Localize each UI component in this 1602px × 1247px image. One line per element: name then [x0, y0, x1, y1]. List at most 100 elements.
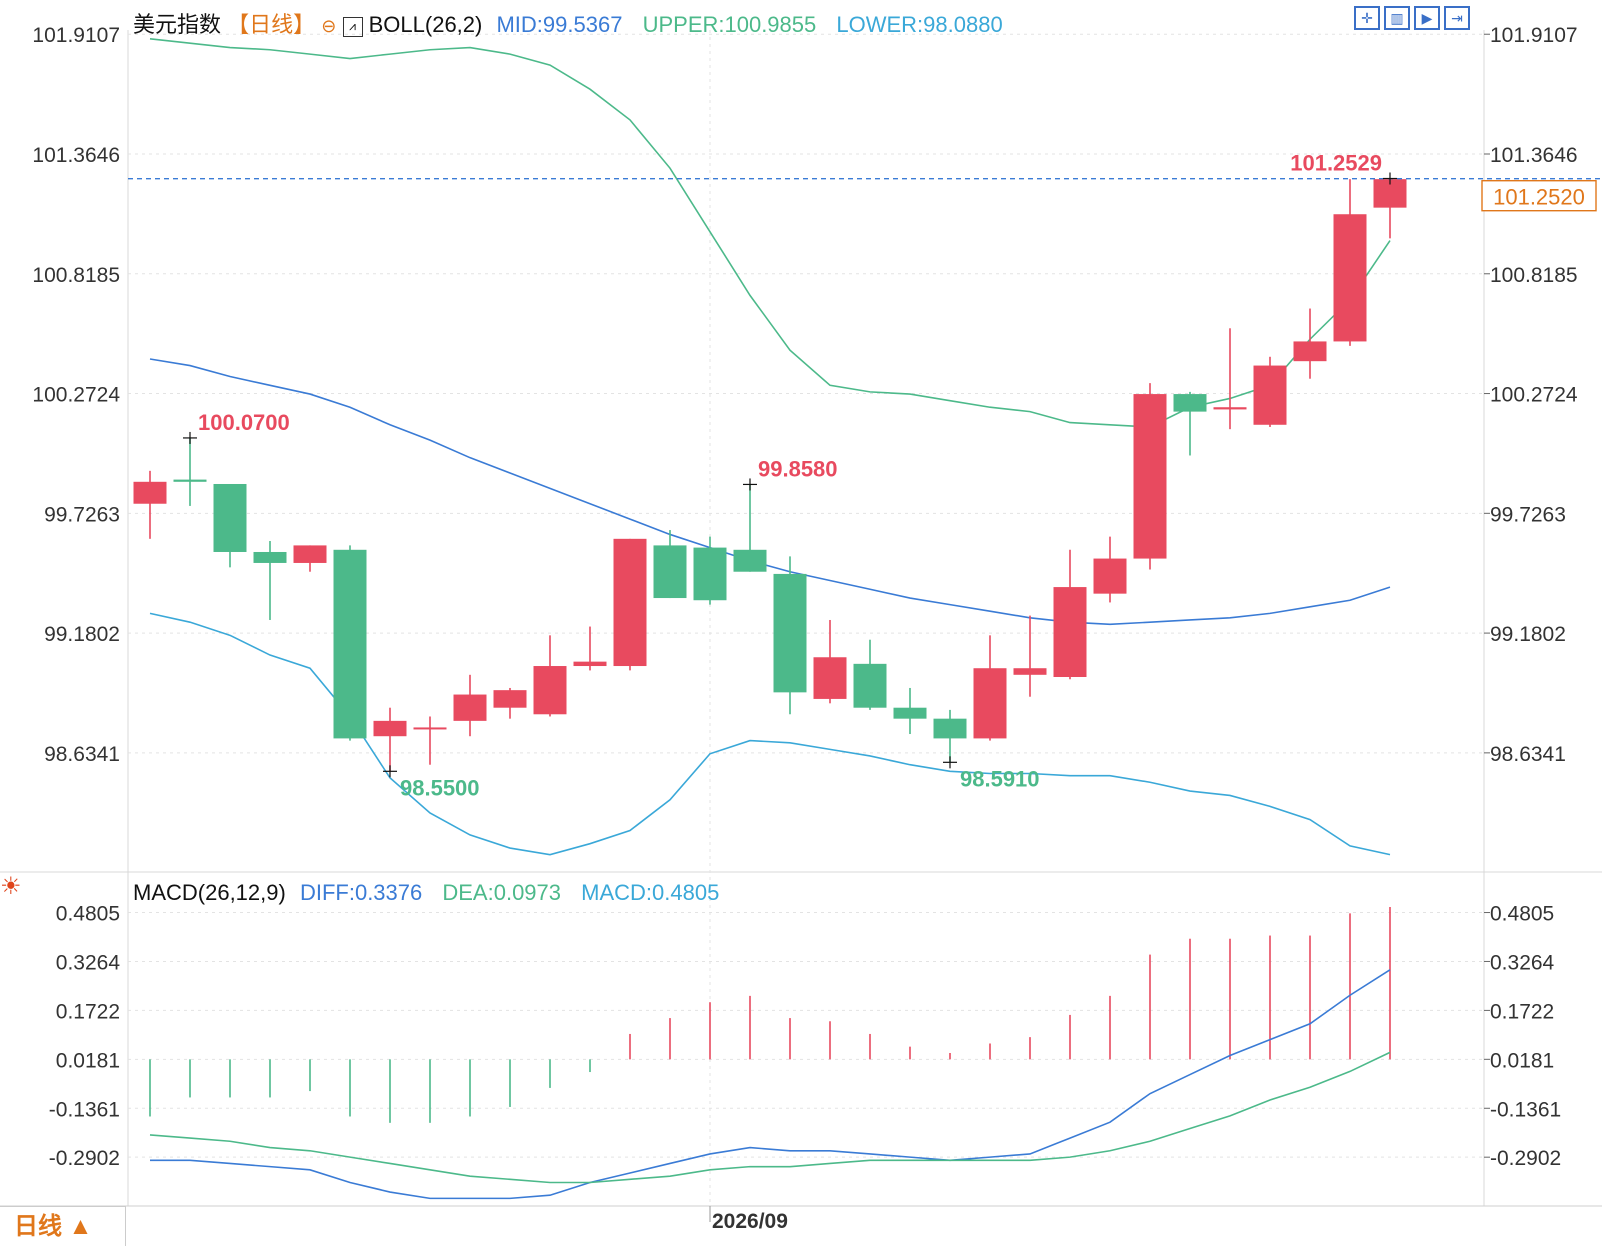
macd-y-tick-label-left: 0.1722 [56, 1000, 120, 1023]
candle [573, 626, 607, 671]
macd-y-tick-label-right: -0.2902 [1490, 1147, 1561, 1170]
boll-label[interactable]: BOLL(26,2) [368, 12, 483, 37]
macd-diff-value: DIFF:0.3376 [299, 880, 423, 905]
candle-body [1053, 587, 1087, 677]
candle-body [213, 483, 247, 552]
candle [133, 470, 167, 539]
price-annotations: 100.0700 98.5500 99.8580 98.5910 101.2529 [183, 151, 1397, 800]
candle-body [693, 547, 727, 601]
macd-y-tick-label-left: 0.4805 [56, 903, 120, 926]
macd-dea-line [149, 1051, 1391, 1184]
macd-histogram [149, 906, 1391, 1123]
candle [773, 556, 807, 715]
macd-y-tick-label-left: 0.0181 [56, 1049, 120, 1072]
candle [333, 545, 367, 741]
candle [453, 674, 487, 737]
candle-body [613, 538, 647, 667]
macd-grid [128, 912, 1484, 1158]
candle-body [1093, 558, 1127, 594]
macd-y-tick-label-right: 0.3264 [1490, 951, 1555, 974]
boll-upper-value: UPPER:100.9855 [642, 12, 817, 37]
macd-y-tick-label-left: -0.1361 [49, 1098, 120, 1121]
y-tick-label-right: 100.2724 [1490, 384, 1578, 407]
macd-macd-value: MACD:0.4805 [581, 880, 720, 905]
candle [653, 530, 687, 599]
candle-body [133, 481, 167, 504]
boll-lower-value: LOWER:98.0880 [836, 12, 1003, 37]
candle-body [573, 661, 607, 667]
candle [893, 687, 927, 735]
candle [533, 635, 567, 717]
step-icon[interactable]: ▶ [1414, 6, 1440, 30]
current-price-line: 101.2520 [128, 177, 1602, 212]
period-tab[interactable]: 日线 ▲ [0, 1206, 126, 1246]
macd-y-tick-label-left: -0.2902 [49, 1147, 120, 1170]
candle [733, 483, 767, 572]
annotation-label: 98.5910 [960, 766, 1040, 791]
candle [493, 687, 527, 719]
candle [293, 545, 327, 572]
candle [1333, 179, 1367, 346]
y-tick-label-left: 101.3646 [32, 144, 120, 167]
candle [173, 437, 207, 506]
candle-body [1253, 365, 1287, 425]
date-axis-label: 2026/09 [712, 1210, 788, 1233]
candle-body [533, 666, 567, 715]
boll-mid-value: MID:99.5367 [496, 12, 623, 37]
candle [1013, 615, 1047, 697]
candle-body [1213, 407, 1247, 410]
candle-body [893, 707, 927, 719]
candle [1133, 383, 1167, 570]
candle [373, 707, 407, 772]
candle-body [1013, 668, 1047, 675]
boll-upper-line [149, 37, 1391, 428]
candle-body [173, 479, 207, 482]
y-tick-label-left: 99.7263 [44, 503, 120, 526]
candle-body [853, 663, 887, 708]
y-tick-label-left: 101.9107 [32, 24, 120, 47]
candle-body [413, 727, 447, 730]
candlesticks [133, 179, 1407, 772]
candle [1253, 356, 1287, 427]
main-y-axis: 101.9107 101.9107 101.3646 101.3646 100.8185… [32, 24, 1578, 766]
macd-y-axis: 0.4805 0.4805 0.3264 0.3264 0.1722 0.1722 0.01… [49, 903, 1561, 1171]
y-tick-label-right: 99.1802 [1490, 623, 1566, 646]
bar-icon[interactable]: ▥ [1384, 6, 1410, 30]
crosshair-icon[interactable]: ✛ [1354, 6, 1380, 30]
candle [853, 639, 887, 710]
candle-body [813, 657, 847, 699]
y-tick-label-right: 100.8185 [1490, 264, 1578, 287]
settings-icon[interactable]: ☀ [0, 873, 22, 900]
chart-header: 美元指数 【日线】 ⊖ ⩘ BOLL(26,2) MID:99.5367 UPP… [133, 7, 1003, 39]
candle [253, 541, 287, 620]
indicator-icon[interactable]: ⩘ [342, 17, 363, 37]
macd-diff-line [150, 969, 1391, 1200]
forward-icon[interactable]: ⇥ [1444, 6, 1470, 30]
candle-body [493, 690, 527, 708]
macd-label[interactable]: MACD(26,12,9) [133, 880, 286, 905]
candle [213, 483, 247, 568]
period-label[interactable]: 【日线】 [227, 12, 316, 37]
macd-y-tick-label-right: 0.4805 [1490, 903, 1554, 926]
candle-body [1133, 394, 1167, 559]
candle-body [373, 720, 407, 737]
candle-body [293, 545, 327, 563]
macd-header: MACD(26,12,9) DIFF:0.3376 DEA:0.0973 MAC… [133, 880, 719, 906]
candle [813, 619, 847, 704]
candle [1093, 536, 1127, 603]
candle [973, 635, 1007, 741]
macd-dea-value: DEA:0.0973 [442, 880, 562, 905]
y-tick-label-right: 99.7263 [1490, 503, 1566, 526]
candle-body [1293, 341, 1327, 362]
macd-y-tick-label-right: 0.1722 [1490, 1000, 1554, 1023]
zoom-icon[interactable]: ⊖ [321, 16, 337, 36]
macd-y-tick-label-right: -0.1361 [1490, 1098, 1561, 1121]
candle-body [453, 694, 487, 721]
candle-body [933, 718, 967, 739]
macd-y-tick-label-right: 0.0181 [1490, 1049, 1554, 1072]
candle-body [333, 549, 367, 739]
annotation-label: 100.0700 [198, 410, 290, 435]
y-tick-label-left: 99.1802 [44, 623, 120, 646]
candle-body [653, 545, 687, 599]
